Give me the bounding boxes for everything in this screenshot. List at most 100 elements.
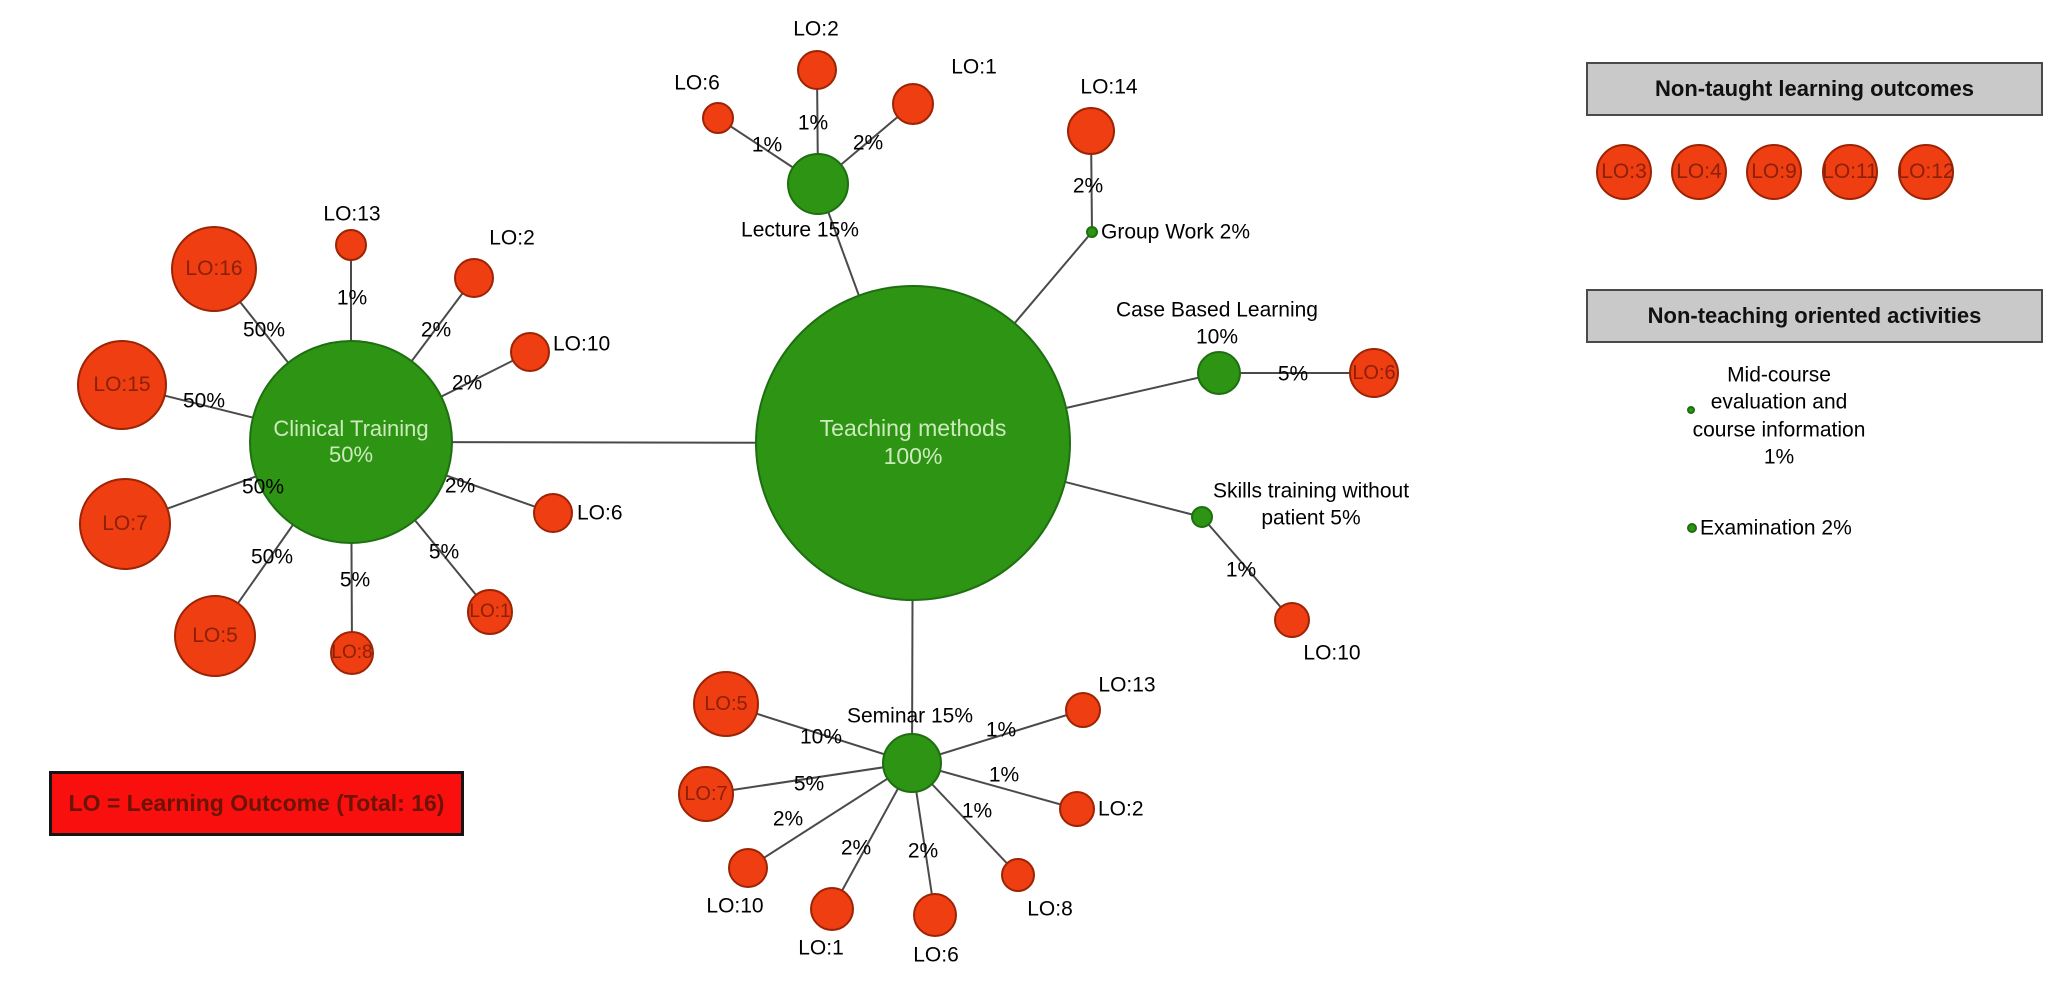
node-label-ct-lo16: LO:16 [185, 257, 243, 281]
label-sem-lo2: LO:2 [1098, 797, 1144, 821]
label-midcourse: Mid-course evaluation and course informa… [1692, 363, 1866, 469]
node-label-clinical-training: Clinical Training 50% [273, 415, 429, 467]
node-label-ct-lo5: LO:5 [192, 624, 238, 648]
label-group-work: Group Work 2% [1101, 220, 1250, 244]
label-lecture: Lecture 15% [741, 218, 859, 242]
node-sem-lo1 [810, 887, 854, 931]
pct-ct-lo13: 1% [336, 286, 368, 310]
pct-lec-lo1: 2% [852, 131, 884, 155]
pct-sem-lo10: 2% [772, 807, 804, 831]
pct-cbl-lo6: 5% [1277, 362, 1309, 386]
node-label-sem-lo5: LO:5 [704, 693, 748, 715]
node-midcourse-dot [1687, 406, 1695, 414]
node-group-work [1086, 226, 1098, 238]
label-sem-lo1: LO:1 [798, 936, 844, 960]
node-skills-training [1191, 506, 1213, 528]
node-nt-lo12: LO:12 [1897, 144, 1955, 200]
edge-seminar--sem-lo10 [747, 762, 913, 869]
node-ct-lo2 [454, 258, 494, 298]
label-ct-lo6: LO:6 [577, 501, 623, 525]
node-sem-lo6 [913, 893, 957, 937]
label-case-based: Case Based Learning 10% [1116, 298, 1318, 349]
pct-sem-lo1: 2% [840, 836, 872, 860]
pct-lec-lo6: 1% [751, 133, 783, 157]
node-label-ct-lo8: LO:8 [331, 641, 373, 663]
label-sem-lo13: LO:13 [1098, 673, 1156, 697]
pct-ct-lo16: 50% [242, 318, 286, 342]
pct-ct-lo1: 5% [428, 540, 460, 564]
pct-sem-lo5: 10% [799, 725, 843, 749]
node-sem-lo10 [728, 848, 768, 888]
node-ct-lo7: LO:7 [79, 478, 171, 570]
node-label-nt-lo11: LO:11 [1822, 160, 1878, 184]
label-lec-lo6: LO:6 [674, 71, 720, 95]
node-label-ct-lo15: LO:15 [93, 373, 151, 397]
node-lec-lo2 [797, 50, 837, 90]
node-nt-lo3: LO:3 [1596, 144, 1652, 200]
node-examination-dot [1687, 523, 1697, 533]
pct-ct-lo10: 2% [451, 371, 483, 395]
node-sem-lo2 [1059, 791, 1095, 827]
node-nt-lo4: LO:4 [1671, 144, 1727, 200]
pct-lo14-groupwork: 2% [1072, 174, 1104, 198]
node-lo14 [1067, 107, 1115, 155]
label-ct-lo10: LO:10 [553, 332, 611, 356]
node-clinical-training: Clinical Training 50% [249, 340, 453, 544]
node-label-ct-lo7: LO:7 [102, 512, 148, 536]
node-sem-lo5: LO:5 [693, 671, 759, 737]
node-label-teaching-methods: Teaching methods 100% [819, 415, 1007, 469]
label-examination: Examination 2% [1700, 516, 1852, 540]
node-label-nt-lo4: LO:4 [1676, 160, 1722, 184]
label-sem-lo8: LO:8 [1027, 897, 1073, 921]
node-cbl-lo6: LO:6 [1349, 348, 1399, 398]
node-nt-lo11: LO:11 [1822, 144, 1878, 200]
label-stw-lo10: LO:10 [1303, 641, 1361, 665]
pct-ct-lo8: 5% [339, 568, 371, 592]
node-ct-lo13 [335, 229, 367, 261]
non-taught-learning-outcomes-header: Non-taught learning outcomes [1586, 62, 2043, 116]
node-sem-lo13 [1065, 692, 1101, 728]
label-seminar: Seminar 15% [846, 704, 974, 728]
node-teaching-methods: Teaching methods 100% [755, 285, 1071, 601]
node-label-sem-lo7: LO:7 [684, 783, 728, 805]
label-lec-lo1: LO:1 [951, 55, 997, 79]
label-sem-lo6: LO:6 [913, 943, 959, 967]
pct-ct-lo7: 50% [241, 475, 285, 499]
node-lec-lo1 [892, 83, 934, 125]
node-ct-lo6 [533, 493, 573, 533]
node-label-ct-lo1: LO:1 [469, 600, 511, 622]
non-teaching-oriented-activities-header: Non-teaching oriented activities [1586, 289, 2043, 343]
node-ct-lo1: LO:1 [467, 589, 513, 635]
node-ct-lo16: LO:16 [171, 226, 257, 312]
pct-ct-lo6: 2% [444, 474, 476, 498]
node-ct-lo5: LO:5 [174, 595, 256, 677]
node-seminar [882, 733, 942, 793]
label-skills-training: Skills training without patient 5% [1212, 479, 1410, 530]
node-ct-lo8: LO:8 [330, 631, 374, 675]
pct-ct-lo15: 50% [182, 389, 226, 413]
pct-sem-lo6: 2% [907, 839, 939, 863]
node-label-nt-lo12: LO:12 [1897, 160, 1955, 184]
node-nt-lo9: LO:9 [1746, 144, 1802, 200]
node-label-nt-lo9: LO:9 [1751, 160, 1797, 184]
pct-ct-lo2: 2% [420, 318, 452, 342]
node-ct-lo15: LO:15 [77, 340, 167, 430]
pct-sem-lo7: 5% [793, 772, 825, 796]
label-lec-lo2: LO:2 [793, 17, 839, 41]
node-lecture [787, 153, 849, 215]
edge-seminar--sem-lo7 [705, 762, 913, 795]
node-stw-lo10 [1274, 602, 1310, 638]
node-sem-lo7: LO:7 [678, 766, 734, 822]
pct-stw-lo10: 1% [1225, 558, 1257, 582]
label-sem-lo10: LO:10 [706, 894, 764, 918]
label-ct-lo13: LO:13 [323, 202, 381, 226]
pct-ct-lo5: 50% [250, 545, 294, 569]
legend-box: LO = Learning Outcome (Total: 16) [49, 771, 464, 836]
label-lo14: LO:14 [1080, 75, 1138, 99]
node-lec-lo6 [702, 102, 734, 134]
node-ct-lo10 [510, 332, 550, 372]
node-case-based-learning [1197, 351, 1241, 395]
pct-lec-lo2: 1% [797, 111, 829, 135]
edge-skills-training--stw-lo10 [1201, 516, 1293, 621]
